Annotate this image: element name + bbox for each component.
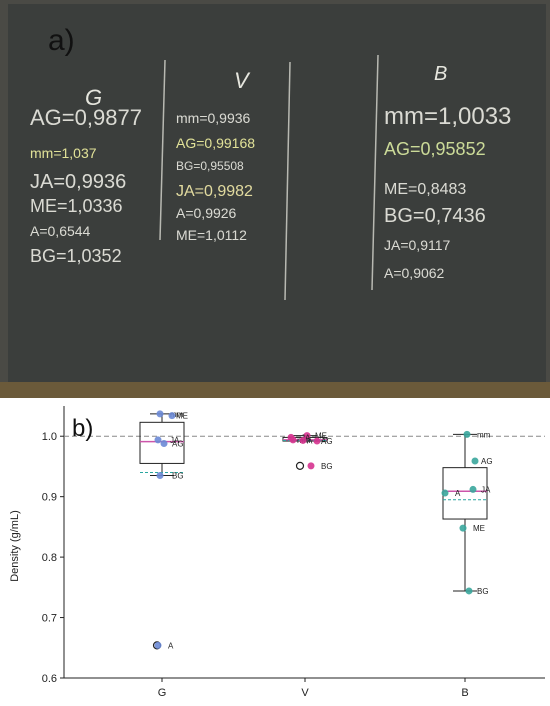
point-B-JA (469, 485, 477, 493)
point-label: BG (477, 587, 489, 596)
x-tick-label-G: G (158, 687, 167, 699)
chalk-line: mm=1,0033 (384, 103, 511, 130)
point-G-mm (156, 410, 164, 418)
x-tick-label-B: B (461, 687, 468, 699)
divider-2 (284, 61, 291, 301)
chalk-header-G: G (85, 85, 102, 110)
chalkboard-photo: a) GAG=0,9877 mm=1,037 JA=0,9936 ME=1,0336 A… (0, 0, 550, 398)
y-tick-label: 0.7 (42, 613, 57, 625)
point-V-mm (289, 436, 297, 444)
chalk-line: AG=0,95852 (384, 139, 486, 159)
point-label: A (307, 436, 313, 445)
chalk-line: A=0,6544 (30, 223, 91, 239)
point-label: AG (321, 437, 333, 446)
chalk-line: AG=0,9877 (30, 105, 142, 130)
box-G (139, 421, 185, 464)
x-tick-label-V: V (301, 687, 309, 699)
chalk-line: BG=0,7436 (384, 205, 486, 227)
chalk-line: mm=1,037 (30, 145, 97, 161)
point-label: AG (481, 457, 493, 466)
chalk-header-B: B (434, 63, 447, 85)
divider-3 (371, 54, 379, 291)
divider-1 (159, 59, 166, 241)
chalk-line: JA=0,9117 (384, 237, 451, 253)
panel-a-label: a) (48, 24, 75, 57)
point-V-AG (313, 437, 321, 445)
chalk-line: BG=1,0352 (30, 246, 122, 266)
point-label: JA (301, 433, 311, 442)
chalk-line: ME=0,8483 (384, 181, 466, 198)
outlier-marker (295, 461, 305, 470)
y-tick-label: 0.8 (42, 552, 57, 564)
point-B-BG (465, 587, 473, 595)
plot-axes: 0.6 0.7 0.8 0.9 1.0 G V B (42, 406, 545, 699)
y-axis-label: Density (g/mL) (9, 510, 21, 582)
point-label: ME (473, 524, 485, 533)
chalk-line: JA=0,9936 (30, 171, 126, 193)
point-B-mm (463, 430, 471, 438)
panel-b-label: b) (72, 415, 93, 442)
point-label: mm (170, 410, 184, 419)
chalk-writing: GAG=0,9877 mm=1,037 JA=0,9936 ME=1,0336 A=0,… (30, 63, 511, 281)
point-G-AG (160, 439, 168, 447)
point-label: JA (170, 436, 180, 445)
chalk-line: JA=0,9982 (176, 183, 253, 200)
point-B-A (441, 489, 449, 497)
point-label: BG (172, 472, 184, 481)
y-tick-label: 0.6 (42, 673, 57, 685)
chalk-line: AG=0,99168 (176, 135, 255, 151)
point-B-AG (471, 457, 479, 465)
chalk-ledge (0, 382, 550, 398)
point-G-JA (154, 436, 162, 444)
data-points: mmMEJAAGBGAMEJAmmAGABGmmAGJAAMEBG (154, 410, 493, 650)
chalk-line: ME=1,0336 (30, 196, 123, 216)
point-label: BG (321, 462, 333, 471)
point-V-ME (303, 432, 311, 440)
chalk-line: ME=1,0112 (176, 227, 247, 243)
point-V-BG (307, 462, 315, 470)
point-G-BG (156, 472, 164, 480)
point-label: ME (315, 432, 327, 441)
point-G-A (154, 641, 162, 649)
chalk-line: A=0,9926 (176, 205, 237, 221)
chalk-line: mm=0,9936 (176, 110, 251, 126)
y-tick-label: 0.9 (42, 492, 57, 504)
chalk-line: BG=0,95508 (176, 159, 244, 173)
y-tick-label: 1.0 (42, 431, 57, 443)
point-label: A (168, 641, 174, 650)
chalk-header-V: V (234, 68, 251, 93)
chalk-line: A=0,9062 (384, 265, 445, 281)
point-label: mm (477, 430, 491, 439)
point-G-ME (168, 412, 176, 420)
point-label: A (455, 489, 461, 498)
point-V-A (299, 436, 307, 444)
point-label: JA (481, 485, 491, 494)
box-elements (139, 413, 488, 650)
point-B-ME (459, 524, 467, 532)
point-label: AG (172, 439, 184, 448)
chalkboard (8, 4, 546, 382)
point-label: ME (176, 412, 188, 421)
